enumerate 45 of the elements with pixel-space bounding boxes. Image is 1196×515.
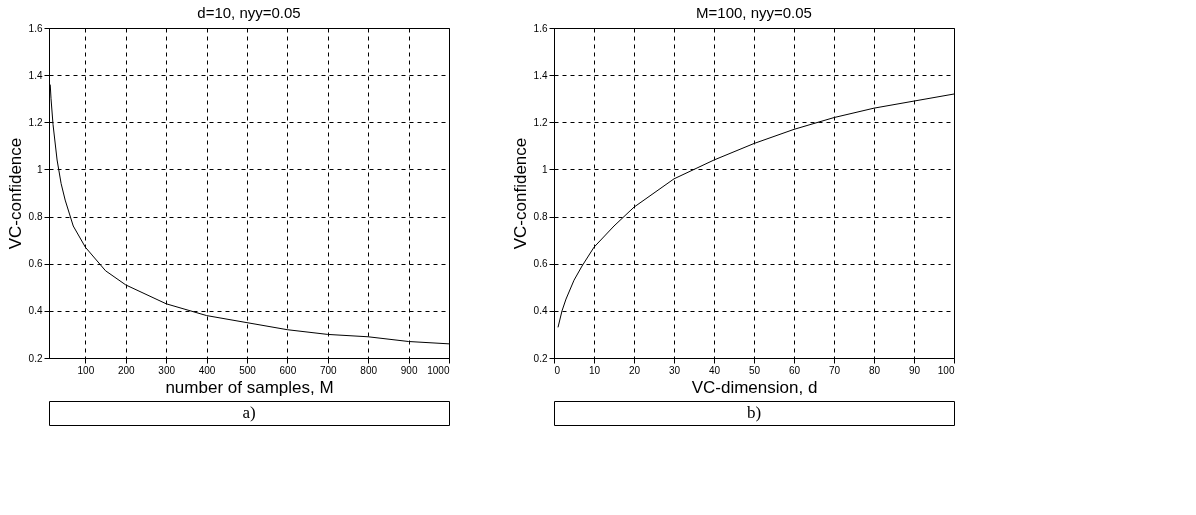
y-tick-label: 1.2 <box>28 116 43 128</box>
x-tick-label: 0 <box>554 364 561 376</box>
y-tick-label: 1.2 <box>533 116 548 128</box>
x-tick-label: 90 <box>908 364 921 376</box>
y-tick-label: 1 <box>36 163 43 175</box>
x-tick-label: 700 <box>319 364 338 376</box>
y-tick-label: 0.8 <box>533 211 548 223</box>
x-tick-label: 300 <box>158 364 176 376</box>
x-tick-label: 900 <box>400 364 418 376</box>
x-tick-label: 500 <box>239 364 257 376</box>
text: b) <box>746 403 762 422</box>
text: a) <box>242 403 256 422</box>
x-tick-label: 30 <box>668 364 681 376</box>
x-tick-label: 80 <box>868 364 881 376</box>
y-tick-label: 1.6 <box>533 22 548 34</box>
x-tick-label: 800 <box>360 364 378 376</box>
chart-title: d=10, nyy=0.05 <box>197 4 301 21</box>
x-tick-label: 40 <box>708 364 721 376</box>
y-tick-label: 1.4 <box>533 69 548 81</box>
x-tick-label: 600 <box>279 364 297 376</box>
y-tick-label: 0.6 <box>28 258 43 270</box>
x-tick-label: 1000 <box>427 364 450 376</box>
y-tick-label: 0.2 <box>28 352 43 364</box>
y-tick-label: 0.4 <box>533 305 548 317</box>
x-tick-label: 200 <box>117 364 136 376</box>
y-tick-label: 0.4 <box>28 305 43 317</box>
x-tick-label: 70 <box>828 364 841 376</box>
x-tick-label: 100 <box>937 364 955 376</box>
y-tick-label: 0.8 <box>28 211 43 223</box>
x-axis-title: number of samples, M <box>165 377 334 397</box>
x-tick-label: 400 <box>198 364 216 376</box>
y-tick-label: 0.2 <box>533 352 548 364</box>
x-tick-label: 50 <box>748 364 761 376</box>
y-axis-title: VC-confidence <box>510 137 530 250</box>
y-tick-label: 1.4 <box>28 69 43 81</box>
x-tick-label: 60 <box>788 364 801 376</box>
x-tick-label: 100 <box>77 364 95 376</box>
x-tick-label: 10 <box>588 364 601 376</box>
x-axis-title: VC-dimension, d <box>691 377 818 397</box>
x-tick-label: 20 <box>628 364 641 376</box>
chart-title: M=100, nyy=0.05 <box>696 4 812 21</box>
y-tick-label: 0.6 <box>533 258 548 270</box>
y-tick-label: 1 <box>541 163 548 175</box>
y-axis-title: VC-confidence <box>5 137 25 250</box>
y-tick-label: 1.6 <box>28 22 43 34</box>
